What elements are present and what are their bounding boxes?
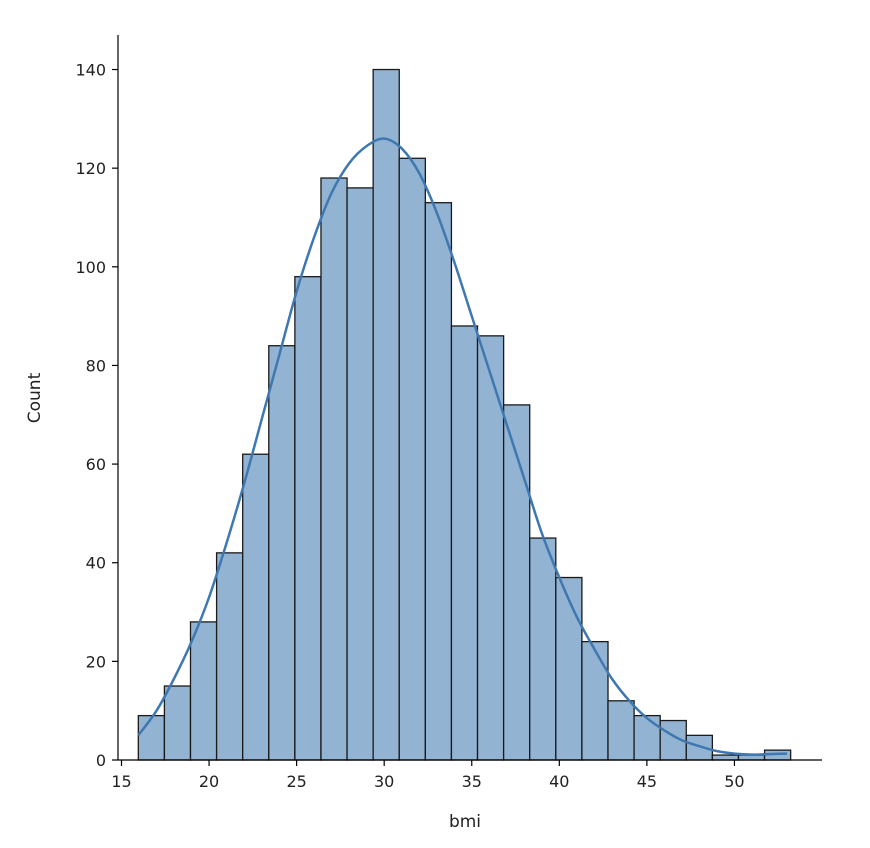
histogram-bar-16 [555,576,583,761]
x-tick-label: 50 [724,772,744,791]
histogram-bar-0 [137,714,166,761]
y-axis-label: Count [25,372,45,423]
histogram-bar-17 [581,640,609,761]
histogram-bar-15 [529,537,557,761]
x-tick-label: 40 [549,772,569,791]
y-tick-label: 40 [86,554,106,573]
histogram-bars [137,68,792,761]
y-tick-label: 120 [75,159,106,178]
histogram-bar-11 [424,202,453,761]
y-tick-label: 0 [96,751,106,770]
x-tick-label: 15 [111,772,131,791]
x-tick-label: 25 [286,772,306,791]
x-tick-label: 45 [637,772,657,791]
histogram-bar-6 [294,276,322,761]
histogram-bar-3 [215,552,244,761]
histogram-bar-14 [502,404,531,761]
histogram-bar-12 [450,325,479,761]
axes: 15 20 25 30 35 40 45 50 0 20 40 60 80 100 120 140 [75,35,822,791]
histogram-bar-2 [189,621,218,761]
histogram-bar-7 [320,177,348,761]
histogram-bar-18 [607,700,635,761]
histogram-bar-10 [398,157,426,761]
y-tick-label: 140 [75,61,106,80]
y-tick-label: 60 [86,455,106,474]
histogram-bar-9 [372,68,400,761]
x-tick-label: 20 [199,772,219,791]
kde-curve [137,137,788,756]
histogram-bar-8 [346,187,374,761]
y-tick-label: 20 [86,652,106,671]
x-axis-label: bmi [449,812,481,832]
y-tick-label: 100 [75,258,106,277]
histogram-bar-1 [163,685,192,761]
histogram-bar-19 [633,714,661,761]
histogram-bar-5 [268,345,296,761]
histogram-bar-4 [242,453,270,761]
x-tick-label: 35 [462,772,482,791]
histogram-bar-22 [711,754,740,761]
y-tick-label: 80 [86,356,106,375]
histogram-bar-13 [476,335,505,761]
x-tick-label: 30 [374,772,394,791]
